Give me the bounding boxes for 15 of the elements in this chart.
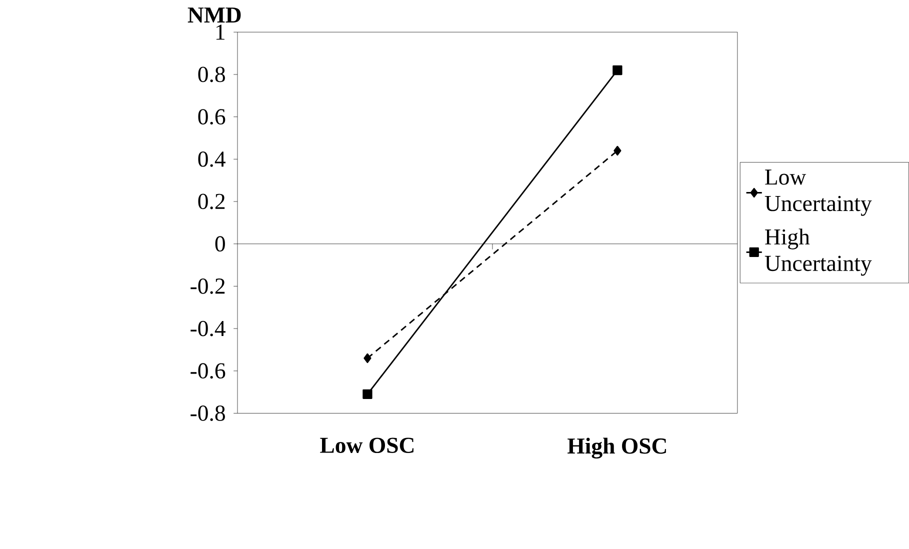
y-tick-label: -0.4: [190, 320, 226, 336]
legend-label: High Uncertainty: [764, 228, 872, 276]
y-tick-label: 0: [215, 236, 225, 252]
legend-label: Low Uncertainty: [764, 170, 872, 216]
y-tick-label: 0.8: [198, 66, 225, 82]
y-tick-label: -0.8: [190, 406, 225, 422]
y-tick-label: 1: [216, 24, 224, 40]
y-tick-label: 0.6: [198, 109, 226, 125]
x-tick-label: High OSC: [568, 438, 666, 459]
y-tick-label: 0.4: [198, 152, 226, 168]
y-tick-label: 0.2: [198, 194, 225, 210]
x-tick-label: Low OSC: [320, 438, 414, 454]
y-tick-label: -0.6: [190, 363, 226, 379]
y-axis-title: NMD: [188, 8, 241, 23]
y-tick-label: -0.2: [190, 278, 225, 294]
